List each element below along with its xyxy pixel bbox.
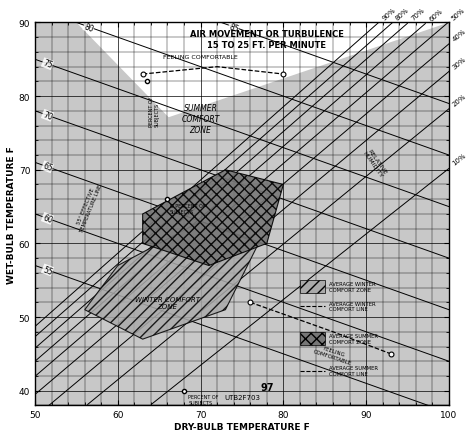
Text: 50%: 50% bbox=[450, 7, 465, 22]
Y-axis label: WET-BULB TEMPERATURE F: WET-BULB TEMPERATURE F bbox=[7, 146, 16, 283]
Text: AVERAGE SUMMER
COMFORT ZONE: AVERAGE SUMMER COMFORT ZONE bbox=[329, 333, 378, 344]
Text: 90%: 90% bbox=[381, 7, 396, 21]
Text: RELATIVE
HUMIDITY: RELATIVE HUMIDITY bbox=[361, 147, 388, 179]
Polygon shape bbox=[85, 222, 258, 339]
Text: SUMMER
COMFORT
ZONE: SUMMER COMFORT ZONE bbox=[182, 103, 220, 134]
Text: PERCENT OF
SUBJECTS: PERCENT OF SUBJECTS bbox=[188, 395, 219, 405]
Text: AVERAGE WINTER
COMFORT LINE: AVERAGE WINTER COMFORT LINE bbox=[329, 301, 375, 312]
Text: AVERAGE SUMMER
COMFORT LINE: AVERAGE SUMMER COMFORT LINE bbox=[329, 366, 378, 376]
Text: 10%: 10% bbox=[451, 152, 467, 167]
Text: FEELING COMFORTABLE: FEELING COMFORTABLE bbox=[163, 55, 238, 60]
Text: 65: 65 bbox=[41, 162, 54, 173]
Text: 70%: 70% bbox=[410, 7, 426, 22]
Polygon shape bbox=[35, 23, 449, 406]
Text: 97: 97 bbox=[260, 382, 273, 392]
Polygon shape bbox=[143, 170, 283, 266]
Text: 40%: 40% bbox=[451, 28, 467, 42]
Text: O PERCENT OF
SUBJECTS: O PERCENT OF SUBJECTS bbox=[170, 203, 206, 214]
Polygon shape bbox=[300, 332, 325, 345]
Text: PERCENT OF
SUBJECTS: PERCENT OF SUBJECTS bbox=[149, 97, 160, 127]
Text: 55° EFFECTIVE
TEMPERATURE LINE: 55° EFFECTIVE TEMPERATURE LINE bbox=[74, 181, 103, 233]
Text: AIR MOVEMENT OR TURBULENCE: AIR MOVEMENT OR TURBULENCE bbox=[190, 30, 344, 39]
Text: 80: 80 bbox=[83, 22, 95, 34]
Polygon shape bbox=[300, 281, 325, 294]
Text: 60: 60 bbox=[41, 213, 54, 225]
Text: 70: 70 bbox=[41, 110, 54, 122]
Text: AVERAGE WINTER
COMFORT ZONE: AVERAGE WINTER COMFORT ZONE bbox=[329, 282, 375, 293]
Text: FEELING
COMFORTABLE: FEELING COMFORTABLE bbox=[312, 343, 354, 366]
Text: WINTER COMFORT
ZONE: WINTER COMFORT ZONE bbox=[135, 296, 200, 309]
Text: 30%: 30% bbox=[451, 56, 467, 70]
Text: 85: 85 bbox=[228, 22, 240, 34]
Polygon shape bbox=[35, 23, 449, 406]
Text: 55: 55 bbox=[41, 265, 54, 276]
Text: 80%: 80% bbox=[395, 7, 410, 21]
Text: 15 TO 25 FT. PER MINUTE: 15 TO 25 FT. PER MINUTE bbox=[207, 41, 326, 50]
Text: 75: 75 bbox=[41, 59, 54, 71]
Text: 20%: 20% bbox=[451, 93, 467, 107]
Text: UTB2F703: UTB2F703 bbox=[224, 394, 260, 399]
X-axis label: DRY-BULB TEMPERATURE F: DRY-BULB TEMPERATURE F bbox=[174, 422, 310, 431]
Text: 60%: 60% bbox=[428, 7, 444, 22]
